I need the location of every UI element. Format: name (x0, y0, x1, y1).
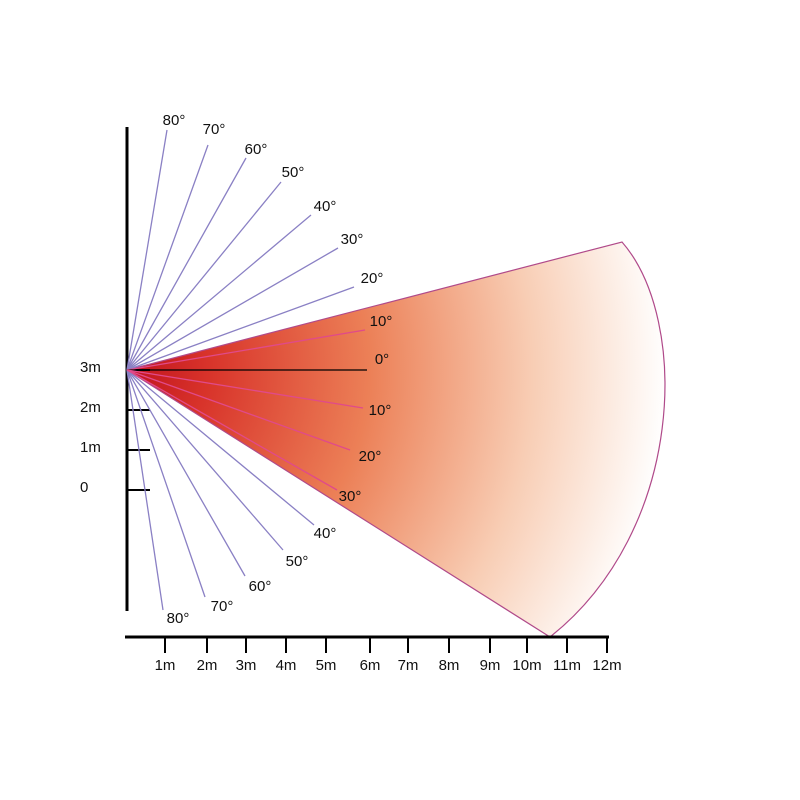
detection-zone (125, 241, 666, 638)
ray (126, 214, 312, 371)
ray (126, 129, 168, 371)
angle-label: 70° (203, 121, 226, 138)
angle-label: 80° (163, 112, 186, 129)
ray (126, 157, 247, 371)
ray (126, 369, 164, 611)
ray (126, 369, 206, 598)
inner-ray (126, 369, 351, 451)
x-label: 12m (592, 657, 621, 674)
ray (126, 144, 209, 371)
x-label: 5m (316, 657, 337, 674)
y-label: 0 (80, 479, 88, 496)
ray (126, 369, 284, 551)
ray (126, 247, 339, 371)
x-label: 6m (360, 657, 381, 674)
angle-label: 60° (245, 141, 268, 158)
inner-ray (126, 329, 366, 371)
x-label: 8m (439, 657, 460, 674)
angle-label: 50° (282, 164, 305, 181)
ray (126, 286, 355, 371)
angle-label: 20° (359, 448, 382, 465)
x-label: 7m (398, 657, 419, 674)
angle-label: 70° (211, 598, 234, 615)
angle-label: 20° (361, 270, 384, 287)
y-label: 3m (80, 359, 101, 376)
angle-label: 0° (375, 351, 389, 368)
ray (126, 369, 315, 526)
angle-label: 30° (341, 231, 364, 248)
inner-ray (126, 369, 338, 491)
x-label: 10m (512, 657, 541, 674)
inner-ray (126, 369, 364, 409)
angle-label: 10° (369, 402, 392, 419)
angle-label: 50° (286, 553, 309, 570)
x-label: 2m (197, 657, 218, 674)
angle-label: 30° (339, 488, 362, 505)
angle-label: 40° (314, 198, 337, 215)
ray (126, 369, 246, 577)
y-label: 1m (80, 439, 101, 456)
y-label: 2m (80, 399, 101, 416)
x-label: 11m (553, 657, 581, 674)
x-label: 9m (480, 657, 501, 674)
angle-label: 60° (249, 578, 272, 595)
angle-label: 40° (314, 525, 337, 542)
x-label: 4m (276, 657, 297, 674)
x-label: 1m (155, 657, 176, 674)
angle-label: 80° (167, 610, 190, 627)
x-label: 3m (236, 657, 257, 674)
angle-label: 10° (370, 313, 393, 330)
ray (126, 181, 282, 371)
